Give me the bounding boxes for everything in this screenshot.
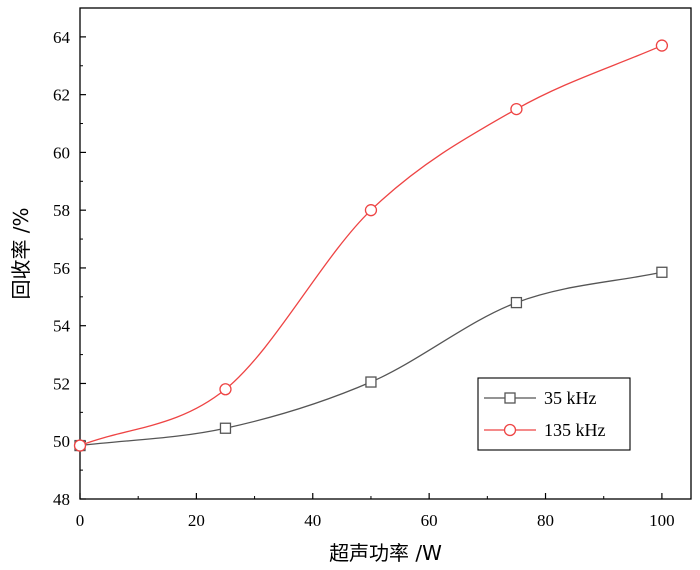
legend-item: 135 kHz: [484, 420, 606, 440]
x-axis: 0 20 40 60 80 100: [76, 493, 675, 530]
data-point-square: [365, 376, 377, 388]
legend-marker-circle: [503, 423, 517, 437]
x-tick-label: 80: [537, 511, 554, 530]
y-tick-label: 50: [53, 432, 70, 451]
y-tick-label: 56: [53, 259, 70, 278]
x-tick-label: 20: [188, 511, 205, 530]
y-axis: 48 50 52 54 56 58 60 62 64: [53, 28, 86, 509]
plot-border: [79, 7, 692, 500]
y-axis-title: 回收率 /%: [9, 207, 33, 299]
data-point-circle: [510, 102, 523, 116]
data-point-square: [510, 296, 523, 309]
series-layer: [73, 39, 669, 452]
data-point-square: [656, 266, 668, 278]
plot-area: [79, 7, 692, 500]
y-tick-label: 60: [53, 143, 70, 162]
data-point-square: [219, 422, 232, 434]
data-point-circle: [655, 39, 669, 52]
y-tick-label: 52: [53, 374, 70, 393]
y-tick-label: 48: [53, 490, 70, 509]
x-tick-label: 100: [649, 511, 675, 530]
legend-marker-square: [504, 392, 516, 404]
legend-item: 35 kHz: [484, 388, 597, 408]
x-tick-label: 60: [421, 511, 438, 530]
legend-label: 135 kHz: [544, 420, 606, 440]
data-point-circle: [219, 383, 232, 396]
legend: 35 kHz 135 kHz: [477, 377, 631, 451]
data-point-circle: [73, 439, 87, 452]
legend-box: [477, 377, 631, 451]
y-tick-label: 64: [53, 28, 71, 47]
x-axis-title: 超声功率 /W: [329, 541, 442, 565]
legend-label: 35 kHz: [544, 388, 597, 408]
data-point-circle: [364, 204, 378, 217]
x-tick-label: 0: [76, 511, 85, 530]
x-tick-label: 40: [304, 511, 321, 530]
y-tick-label: 58: [53, 201, 70, 220]
y-tick-label: 62: [53, 86, 70, 105]
series-1: [73, 39, 669, 452]
y-tick-label: 54: [53, 317, 71, 336]
